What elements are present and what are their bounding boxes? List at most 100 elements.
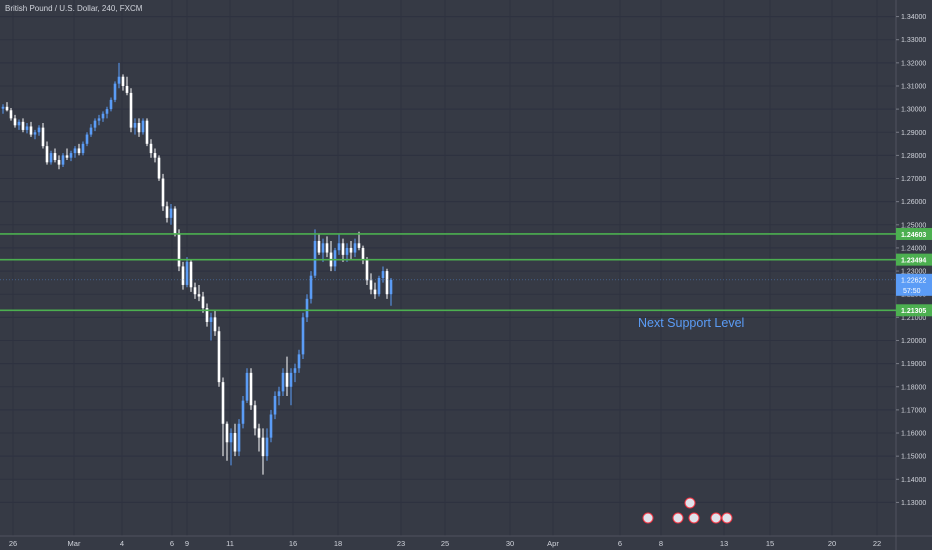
last-price-label: 1.22622 bbox=[901, 278, 926, 285]
x-tick-label: 16 bbox=[289, 539, 297, 548]
candle-body bbox=[241, 400, 245, 424]
y-tick-label: 1.18000 bbox=[901, 384, 926, 391]
y-tick-label: 1.30000 bbox=[901, 107, 926, 114]
event-marker-icon bbox=[672, 512, 684, 524]
candle-body bbox=[237, 423, 241, 452]
candle-body bbox=[257, 428, 261, 438]
candle-body bbox=[81, 143, 85, 154]
candle-body bbox=[197, 294, 201, 297]
y-tick-label: 1.32000 bbox=[901, 60, 926, 67]
level-price-label: 1.24603 bbox=[901, 232, 926, 239]
event-marker-icon bbox=[721, 512, 733, 524]
candle-body bbox=[213, 317, 217, 332]
candle-body bbox=[157, 157, 161, 179]
x-tick-label: 9 bbox=[185, 539, 189, 548]
y-tick-label: 1.21000 bbox=[901, 315, 926, 322]
candle-body bbox=[301, 317, 305, 355]
candle-body bbox=[49, 153, 53, 163]
candle-body bbox=[65, 155, 69, 158]
candles bbox=[1, 62, 393, 475]
x-tick-label: 6 bbox=[618, 539, 622, 548]
x-tick-label: Mar bbox=[68, 539, 81, 548]
y-tick-label: 1.16000 bbox=[901, 431, 926, 438]
candle-body bbox=[9, 110, 13, 119]
candle-body bbox=[73, 148, 77, 154]
candle-body bbox=[37, 127, 41, 133]
level-lines: 1.24603 1.23494 1.21305 bbox=[0, 227, 932, 317]
candle-body bbox=[205, 308, 209, 322]
candle-body bbox=[337, 243, 341, 251]
candle-body bbox=[69, 153, 73, 158]
candle-body bbox=[29, 126, 33, 135]
candle-body bbox=[161, 178, 165, 207]
candle-body bbox=[293, 368, 297, 373]
x-tick-label: 26 bbox=[9, 539, 17, 548]
candle-body bbox=[61, 155, 65, 165]
candle-body bbox=[309, 275, 313, 299]
candle-body bbox=[373, 289, 377, 295]
candle-body bbox=[17, 121, 21, 126]
level-price-label: 1.21305 bbox=[901, 308, 926, 315]
candle-body bbox=[193, 287, 197, 295]
candle-body bbox=[165, 206, 169, 218]
candle-body bbox=[341, 243, 345, 255]
candle-body bbox=[221, 382, 225, 424]
candle-body bbox=[41, 127, 45, 147]
candle-body bbox=[321, 243, 325, 253]
x-axis-labels: 26 Mar 4 6 9 11 16 18 23 25 30 Apr 6 8 13 15 20 22 bbox=[9, 539, 881, 548]
candle-body bbox=[93, 120, 97, 128]
candle-body bbox=[173, 208, 177, 235]
x-tick-label: 6 bbox=[170, 539, 174, 548]
candle-body bbox=[5, 106, 9, 111]
candle-body bbox=[345, 247, 349, 255]
x-tick-label: 8 bbox=[659, 539, 663, 548]
candle-body bbox=[129, 92, 133, 128]
x-tick-label: 23 bbox=[397, 539, 405, 548]
candle-body bbox=[233, 433, 237, 452]
candle-body bbox=[225, 423, 229, 443]
symbol-legend: British Pound / U.S. Dollar, 240, FXCM bbox=[5, 4, 143, 13]
candle-body bbox=[305, 298, 309, 318]
y-tick-label: 1.14000 bbox=[901, 477, 926, 484]
candle-body bbox=[137, 122, 141, 133]
candle-body bbox=[317, 240, 321, 253]
y-tick-label: 1.13000 bbox=[901, 500, 926, 507]
level-price-label: 1.23494 bbox=[901, 257, 926, 264]
candle-body bbox=[389, 279, 393, 295]
candle-body bbox=[217, 331, 221, 383]
candle-body bbox=[277, 391, 281, 397]
candle-body bbox=[245, 372, 249, 401]
y-tick-label: 1.29000 bbox=[901, 130, 926, 137]
candle-body bbox=[185, 261, 189, 285]
candle-body bbox=[209, 317, 213, 322]
candle-body bbox=[201, 296, 205, 309]
y-tick-label: 1.17000 bbox=[901, 407, 926, 414]
candle-body bbox=[153, 153, 157, 158]
candle-body bbox=[113, 83, 117, 100]
candle-body bbox=[125, 85, 129, 93]
candle-body bbox=[313, 240, 317, 276]
next-support-annotation: Next Support Level bbox=[638, 316, 745, 330]
y-tick-label: 1.28000 bbox=[901, 153, 926, 160]
candle-body bbox=[181, 266, 185, 285]
x-tick-label: 30 bbox=[506, 539, 514, 548]
candle-body bbox=[57, 160, 61, 165]
grid-lines bbox=[0, 0, 896, 536]
candle-body bbox=[145, 120, 149, 144]
candle-body bbox=[101, 113, 105, 119]
candle-body bbox=[1, 106, 5, 109]
candle-body bbox=[333, 250, 337, 267]
candle-body bbox=[361, 247, 365, 260]
candle-body bbox=[325, 243, 329, 253]
candle-body bbox=[89, 127, 93, 135]
candle-body bbox=[121, 76, 125, 86]
candle-body bbox=[13, 118, 17, 126]
candle-body bbox=[289, 372, 293, 387]
candle-body bbox=[369, 280, 373, 290]
candle-body bbox=[265, 437, 269, 457]
y-tick-label: 1.25000 bbox=[901, 222, 926, 229]
candle-body bbox=[261, 437, 265, 457]
